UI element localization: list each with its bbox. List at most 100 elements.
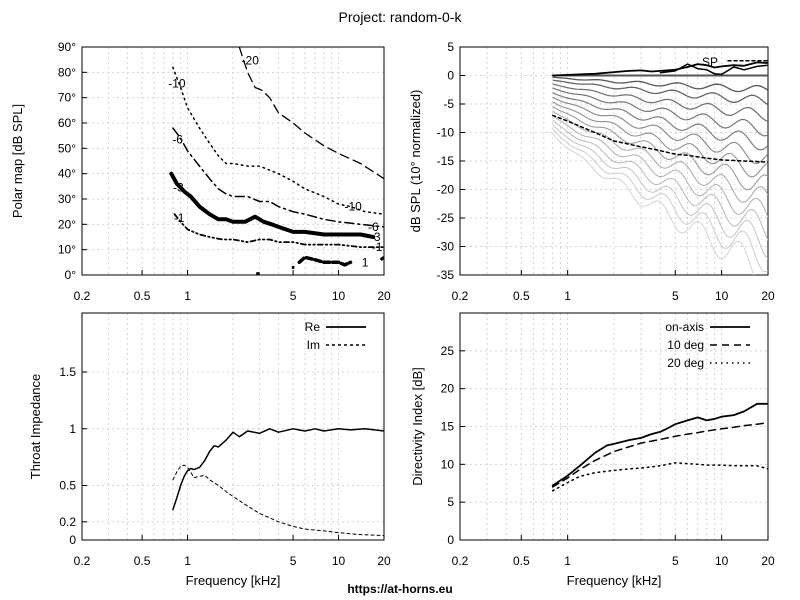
y-tick-label: 10° bbox=[58, 243, 76, 257]
y-tick-label: 0.5 bbox=[59, 479, 76, 493]
x-tick-label: 10 bbox=[715, 289, 729, 303]
plot-area bbox=[551, 402, 768, 492]
contour-label: -6 bbox=[172, 132, 183, 146]
y-tick-label: 1.5 bbox=[59, 365, 76, 379]
y-tick-label: -35 bbox=[437, 268, 455, 282]
fan-curve bbox=[552, 105, 768, 191]
series-line bbox=[172, 127, 384, 228]
x-tick-label: 0.2 bbox=[74, 289, 91, 303]
y-tick-label: 1 bbox=[69, 422, 76, 436]
y-tick-label: 0° bbox=[65, 268, 77, 282]
plot-area bbox=[169, 47, 384, 275]
contour-label: -1 bbox=[174, 211, 185, 225]
y-axis-label: Directivity Index [dB] bbox=[410, 367, 425, 486]
legend-label: 10 deg bbox=[667, 338, 704, 352]
series-line bbox=[238, 47, 384, 180]
y-tick-label: -5 bbox=[443, 97, 454, 111]
series-line bbox=[551, 402, 768, 487]
y-axis-label: dB SPL (10° normalized) bbox=[408, 90, 423, 233]
x-tick-label: 0.5 bbox=[134, 554, 151, 568]
y-tick-label: 10 bbox=[441, 457, 455, 471]
y-tick-label: -10 bbox=[437, 126, 455, 140]
y-tick-label: 25 bbox=[441, 344, 455, 358]
y-tick-label: 40° bbox=[58, 167, 76, 181]
contour-label: -3 bbox=[370, 230, 381, 244]
x-axis-label: Frequency [kHz] bbox=[567, 573, 662, 588]
y-tick-label: 5 bbox=[447, 495, 454, 509]
x-tick-label: 0.5 bbox=[513, 554, 530, 568]
fan-curve bbox=[552, 128, 768, 273]
fan-curve bbox=[552, 92, 768, 151]
y-tick-label: 30° bbox=[58, 192, 76, 206]
chart-panel-impedance: 0.2 0.5 1 5 10 20 0 0.2 0.5 1 1.5 Throat Impedance F… bbox=[28, 312, 391, 588]
y-tick-label: 0 bbox=[447, 69, 454, 83]
fan-curve bbox=[552, 101, 768, 178]
series-line bbox=[173, 213, 384, 248]
fan-curve bbox=[552, 110, 768, 203]
series-line bbox=[169, 171, 376, 239]
series-line bbox=[551, 421, 768, 488]
x-tick-label: 1 bbox=[564, 289, 571, 303]
contour-label: -1 bbox=[372, 240, 383, 254]
x-tick-label: 0.2 bbox=[74, 554, 91, 568]
y-tick-label: 20° bbox=[58, 217, 76, 231]
plot-area bbox=[551, 59, 768, 275]
y-tick-label: -30 bbox=[437, 240, 455, 254]
y-axis-label: Throat Impedance bbox=[28, 374, 43, 480]
legend-label: SP bbox=[702, 55, 718, 69]
x-axis-label: Frequency [kHz] bbox=[186, 573, 281, 588]
x-tick-label: 0.2 bbox=[452, 289, 469, 303]
legend-label: 20 deg bbox=[667, 356, 704, 370]
fan-curve bbox=[552, 76, 768, 93]
x-tick-label: 1 bbox=[184, 554, 191, 568]
x-tick-label: 0.2 bbox=[452, 554, 469, 568]
series-line bbox=[551, 114, 768, 163]
contour-label: -3 bbox=[173, 180, 184, 194]
y-tick-label: 20 bbox=[441, 382, 455, 396]
y-tick-label: -15 bbox=[437, 154, 455, 168]
y-axis-label: Polar map [dB SPL] bbox=[10, 104, 25, 218]
footer-url: https://at-horns.eu bbox=[347, 582, 452, 596]
x-tick-label: 10 bbox=[332, 554, 346, 568]
y-tick-label: -25 bbox=[437, 211, 455, 225]
series-line bbox=[172, 464, 384, 536]
x-tick-label: 20 bbox=[761, 554, 775, 568]
series-line bbox=[551, 462, 768, 492]
chart-panel-polar: 0.2 0.5 1 5 10 20 0° 10° 20° 30° 40° 50° 60° 70° 80° 90… bbox=[10, 40, 391, 303]
x-tick-label: 20 bbox=[761, 289, 775, 303]
fan-curve bbox=[552, 115, 768, 218]
x-tick-label: 10 bbox=[332, 289, 346, 303]
x-tick-label: 0.5 bbox=[513, 289, 530, 303]
plot-frame bbox=[81, 46, 385, 276]
series-line bbox=[659, 63, 768, 76]
fan-curve bbox=[552, 119, 768, 241]
legend-label: Re bbox=[305, 320, 321, 334]
y-tick-label: 5 bbox=[447, 40, 454, 54]
x-tick-label: 1 bbox=[564, 554, 571, 568]
y-tick-label: -20 bbox=[437, 183, 455, 197]
y-tick-label: 50° bbox=[58, 141, 76, 155]
contour-label: 1 bbox=[362, 255, 369, 269]
x-tick-label: 5 bbox=[290, 289, 297, 303]
contour-label: -10 bbox=[345, 200, 363, 214]
x-tick-label: 5 bbox=[672, 289, 679, 303]
x-tick-label: 0.5 bbox=[134, 289, 151, 303]
fan-curve bbox=[552, 87, 768, 137]
y-tick-label: 0 bbox=[447, 533, 454, 547]
contour-fragment bbox=[379, 256, 384, 262]
page-title: Project: random-0-k bbox=[339, 9, 463, 25]
fan-curve bbox=[552, 79, 768, 106]
series-line bbox=[172, 66, 384, 215]
fan-curve bbox=[552, 96, 768, 165]
y-tick-label: 0.2 bbox=[59, 515, 76, 529]
plot-frame bbox=[81, 312, 385, 541]
x-tick-label: 20 bbox=[377, 554, 391, 568]
x-tick-label: 5 bbox=[290, 554, 297, 568]
fan-curve bbox=[552, 83, 768, 122]
x-tick-label: 20 bbox=[377, 289, 391, 303]
plot-area bbox=[172, 428, 384, 536]
x-tick-label: 10 bbox=[715, 554, 729, 568]
legend-label: on-axis bbox=[665, 320, 704, 334]
